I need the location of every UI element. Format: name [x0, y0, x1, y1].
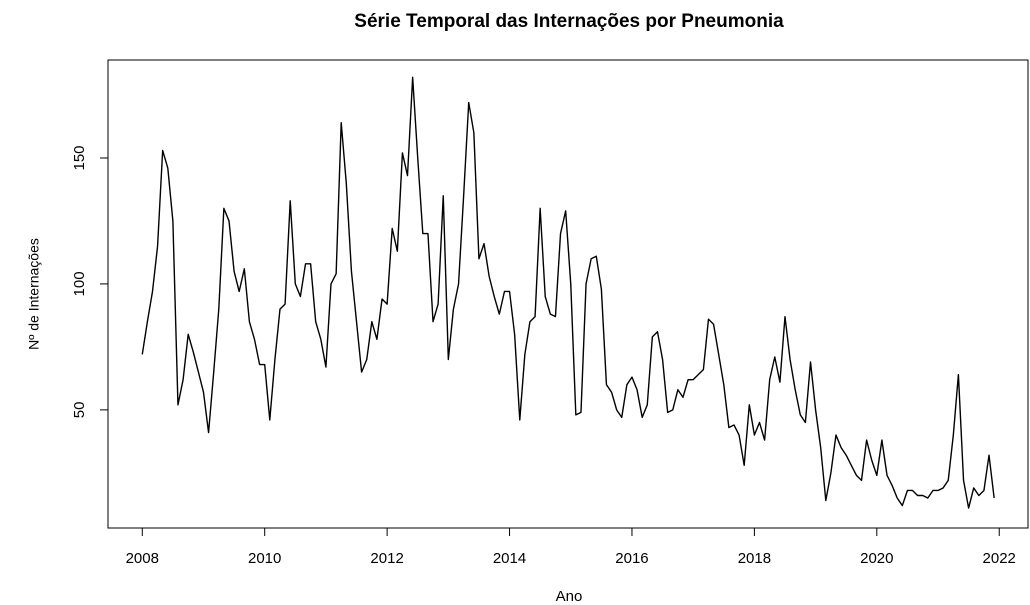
x-tick-label: 2022 [983, 550, 1016, 567]
chart-title: Série Temporal das Internações por Pneum… [354, 11, 784, 32]
y-axis-label: Nº de Internações [26, 238, 42, 350]
y-tick-label: 50 [71, 402, 88, 419]
y-tick-label: 100 [71, 271, 88, 296]
x-tick-label: 2016 [615, 550, 648, 567]
x-tick-label: 2018 [738, 550, 771, 567]
x-tick-label: 2020 [860, 550, 893, 567]
x-axis-label: Ano [556, 588, 583, 605]
y-tick-label: 150 [71, 145, 88, 170]
x-tick-label: 2014 [493, 550, 526, 567]
plot-frame [107, 59, 1029, 529]
x-tick-label: 2008 [126, 550, 159, 567]
x-tick-label: 2012 [370, 550, 403, 567]
series-line [141, 76, 995, 509]
x-tick-label: 2010 [248, 550, 281, 567]
